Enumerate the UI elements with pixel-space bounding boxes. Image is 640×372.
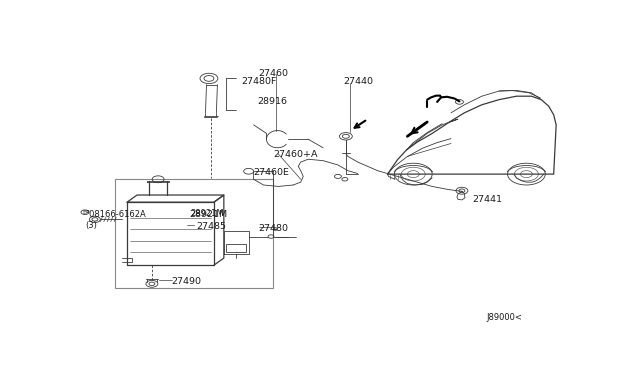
Text: 27460: 27460	[259, 69, 289, 78]
Bar	[227, 244, 246, 252]
Text: B: B	[83, 210, 87, 215]
Text: 27485: 27485	[196, 222, 227, 231]
Text: 27460E: 27460E	[253, 168, 289, 177]
Text: 27490: 27490	[172, 277, 202, 286]
Text: 28921M: 28921M	[190, 209, 224, 218]
Text: 27441: 27441	[472, 195, 502, 204]
Bar	[115, 179, 273, 288]
Text: 27460+A: 27460+A	[273, 150, 318, 160]
Text: 28916: 28916	[257, 97, 287, 106]
Text: 27440: 27440	[343, 77, 373, 86]
Text: J89000<: J89000<	[486, 313, 523, 322]
Text: °08166-6162A
(3): °08166-6162A (3)	[85, 210, 146, 230]
Text: 27480: 27480	[259, 224, 289, 233]
Text: 28921M: 28921M	[189, 210, 227, 219]
Text: 27480F: 27480F	[241, 77, 276, 86]
